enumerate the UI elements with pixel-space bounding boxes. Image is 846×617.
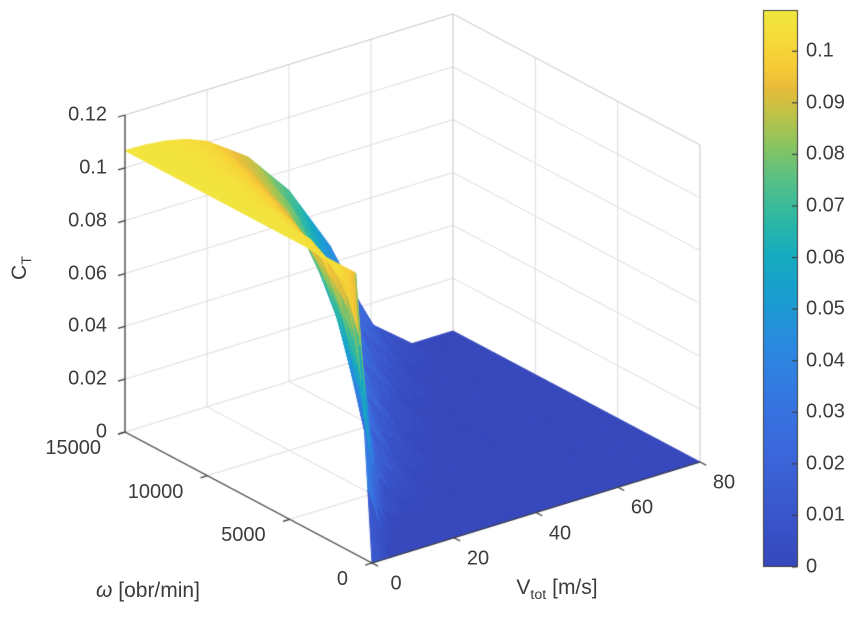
z-axis-label-base: C bbox=[7, 264, 31, 280]
y-axis-label-unit: [m/s] bbox=[546, 575, 598, 599]
x-axis-label-symbol: ω bbox=[96, 578, 113, 602]
colorbar bbox=[763, 10, 798, 567]
y-axis-label-base: V bbox=[516, 575, 531, 599]
x-axis-label-unit: [obr/min] bbox=[112, 578, 200, 602]
z-axis-label-subscript: T bbox=[19, 256, 36, 265]
y-axis-label: Vtot [m/s] bbox=[516, 575, 598, 604]
x-axis-label: ω [obr/min] bbox=[96, 578, 200, 602]
z-axis-label: CT bbox=[7, 256, 36, 280]
y-axis-label-subscript: tot bbox=[530, 587, 547, 604]
